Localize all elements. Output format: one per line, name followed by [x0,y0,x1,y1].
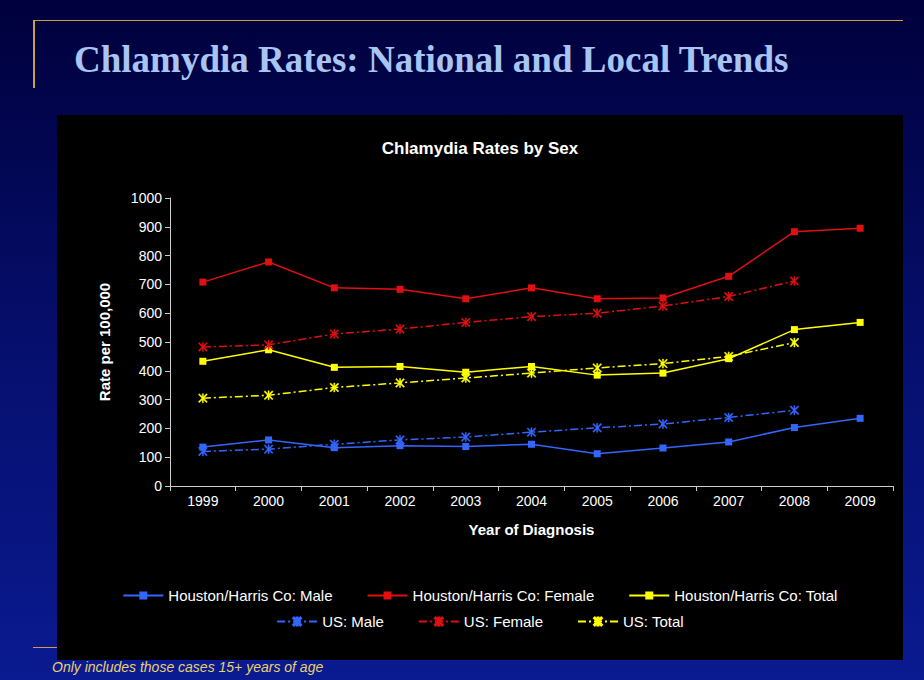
svg-text:1999: 1999 [187,493,218,509]
svg-text:2009: 2009 [845,493,876,509]
svg-text:Year of Diagnosis: Year of Diagnosis [469,521,595,538]
svg-text:2001: 2001 [319,493,350,509]
svg-text:US: Total: US: Total [623,613,684,630]
html-text:Only includes those cases 15+: Only includes those cases 15+ years of a… [52,659,324,675]
svg-text:2003: 2003 [450,493,481,509]
svg-text:400: 400 [139,363,163,379]
svg-text:Houston/Harris Co: Female: Houston/Harris Co: Female [413,587,595,604]
svg-text:Chlamydia Rates by Sex: Chlamydia Rates by Sex [382,139,579,158]
svg-text:2006: 2006 [647,493,678,509]
svg-text:800: 800 [139,248,163,264]
svg-text:1000: 1000 [131,190,162,206]
svg-text:100: 100 [139,449,163,465]
svg-text:US: Female: US: Female [464,613,543,630]
svg-text:0: 0 [154,478,162,494]
svg-text:Houston/Harris Co: Total: Houston/Harris Co: Total [674,587,837,604]
html-text:Chlamydia Rates: National and: Chlamydia Rates: National and Local Tren… [74,39,789,80]
svg-text:2008: 2008 [779,493,810,509]
svg-text:900: 900 [139,219,163,235]
svg-text:2002: 2002 [384,493,415,509]
svg-text:700: 700 [139,276,163,292]
svg-text:600: 600 [139,305,163,321]
svg-text:2000: 2000 [253,493,284,509]
svg-text:300: 300 [139,392,163,408]
svg-text:Rate per 100,000: Rate per 100,000 [96,283,113,401]
svg-text:2004: 2004 [516,493,547,509]
svg-text:2007: 2007 [713,493,744,509]
svg-text:2005: 2005 [582,493,613,509]
svg-text:US: Male: US: Male [322,613,384,630]
svg-text:200: 200 [139,420,163,436]
svg-text:500: 500 [139,334,163,350]
svg-text:Houston/Harris Co: Male: Houston/Harris Co: Male [168,587,332,604]
